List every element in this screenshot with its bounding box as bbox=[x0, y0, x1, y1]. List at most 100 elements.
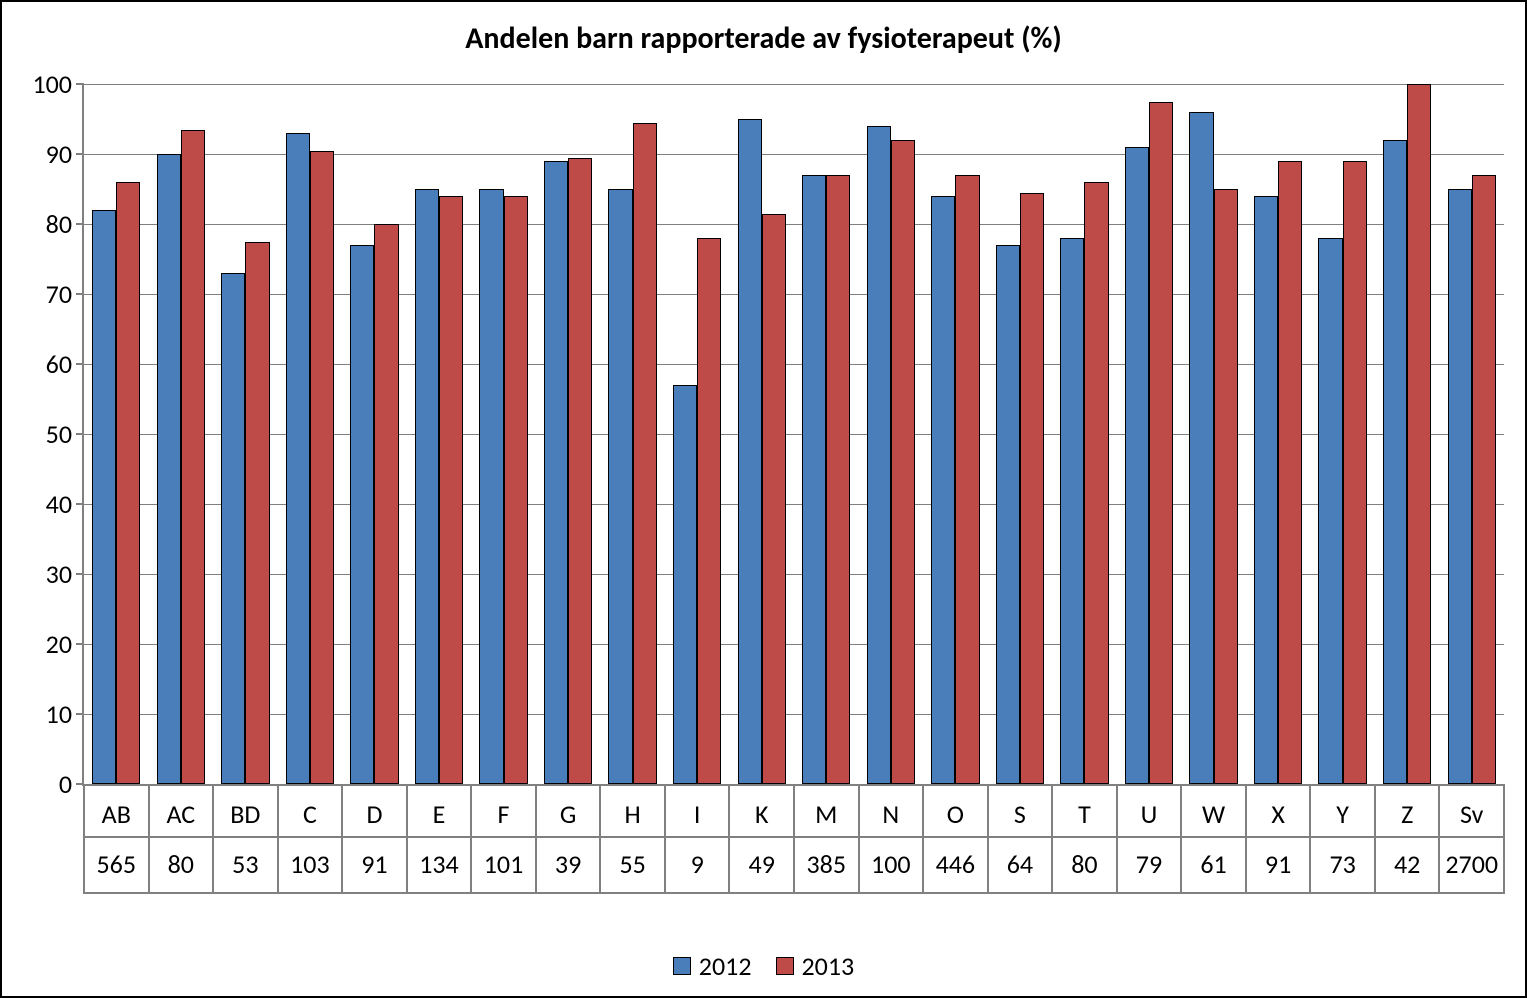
x-count-label: 91 bbox=[342, 848, 407, 880]
bar bbox=[157, 154, 181, 784]
legend: 20122013 bbox=[2, 950, 1525, 982]
x-category-label: BD bbox=[213, 798, 278, 830]
x-category-label: T bbox=[1052, 798, 1117, 830]
ytick-mark bbox=[76, 293, 84, 295]
bar bbox=[1060, 238, 1084, 784]
x-category-label: O bbox=[923, 798, 988, 830]
x-count-label: 61 bbox=[1181, 848, 1246, 880]
bar bbox=[1189, 112, 1213, 784]
bar bbox=[1254, 196, 1278, 784]
x-category-label: E bbox=[407, 798, 472, 830]
x-count-label: 2700 bbox=[1439, 848, 1504, 880]
x-group-separator bbox=[1116, 784, 1118, 894]
x-count-label: 101 bbox=[471, 848, 536, 880]
x-category-label: G bbox=[536, 798, 601, 830]
bar bbox=[1472, 175, 1496, 784]
x-count-label: 446 bbox=[923, 848, 988, 880]
x-category-label: Z bbox=[1375, 798, 1440, 830]
x-category-label: H bbox=[600, 798, 665, 830]
ytick-mark bbox=[76, 643, 84, 645]
x-count-label: 39 bbox=[536, 848, 601, 880]
legend-swatch bbox=[673, 957, 691, 975]
x-category-label: K bbox=[729, 798, 794, 830]
ytick-mark bbox=[76, 83, 84, 85]
x-count-label: 91 bbox=[1246, 848, 1311, 880]
bar bbox=[374, 224, 398, 784]
ytick-mark bbox=[76, 503, 84, 505]
bar bbox=[479, 189, 503, 784]
bar bbox=[1020, 193, 1044, 785]
ytick-label: 0 bbox=[59, 768, 72, 800]
bar bbox=[1383, 140, 1407, 784]
x-group-separator bbox=[406, 784, 408, 894]
x-category-label: F bbox=[471, 798, 536, 830]
bar bbox=[310, 151, 334, 785]
bar bbox=[891, 140, 915, 784]
x-group-separator bbox=[1245, 784, 1247, 894]
bar bbox=[504, 196, 528, 784]
ytick-label: 90 bbox=[46, 138, 72, 170]
x-category-label: U bbox=[1117, 798, 1182, 830]
x-group-separator bbox=[535, 784, 537, 894]
bar bbox=[826, 175, 850, 784]
bar bbox=[633, 123, 657, 785]
ytick-label: 80 bbox=[46, 208, 72, 240]
bar bbox=[1278, 161, 1302, 784]
bar bbox=[955, 175, 979, 784]
bar bbox=[415, 189, 439, 784]
x-count-label: 80 bbox=[149, 848, 214, 880]
x-category-label: AC bbox=[149, 798, 214, 830]
bar bbox=[931, 196, 955, 784]
bar bbox=[762, 214, 786, 785]
bar bbox=[867, 126, 891, 784]
ytick-mark bbox=[76, 433, 84, 435]
bar bbox=[116, 182, 140, 784]
bar bbox=[1214, 189, 1238, 784]
x-count-label: 64 bbox=[988, 848, 1053, 880]
bar bbox=[544, 161, 568, 784]
legend-item: 2013 bbox=[776, 950, 855, 982]
ytick-mark bbox=[76, 363, 84, 365]
x-group-separator bbox=[1503, 784, 1505, 894]
x-row-separator bbox=[83, 892, 1505, 894]
x-group-separator bbox=[277, 784, 279, 894]
x-count-label: 100 bbox=[859, 848, 924, 880]
bar bbox=[286, 133, 310, 784]
bar bbox=[350, 245, 374, 784]
x-group-separator bbox=[728, 784, 730, 894]
x-count-label: 79 bbox=[1117, 848, 1182, 880]
bar bbox=[181, 130, 205, 785]
x-group-separator bbox=[212, 784, 214, 894]
plot-area: 0102030405060708090100AB565AC80BD53C103D… bbox=[82, 84, 1504, 786]
x-group-separator bbox=[470, 784, 472, 894]
bar bbox=[1084, 182, 1108, 784]
x-group-separator bbox=[1438, 784, 1440, 894]
ytick-label: 30 bbox=[46, 558, 72, 590]
x-category-label: M bbox=[794, 798, 859, 830]
x-count-label: 73 bbox=[1310, 848, 1375, 880]
bar bbox=[1448, 189, 1472, 784]
ytick-label: 50 bbox=[46, 418, 72, 450]
bar bbox=[697, 238, 721, 784]
bar bbox=[1125, 147, 1149, 784]
ytick-label: 20 bbox=[46, 628, 72, 660]
x-category-label: S bbox=[988, 798, 1053, 830]
x-group-separator bbox=[148, 784, 150, 894]
bar bbox=[439, 196, 463, 784]
ytick-label: 100 bbox=[32, 68, 72, 100]
x-group-separator bbox=[83, 784, 85, 894]
bar bbox=[245, 242, 269, 785]
gridline bbox=[84, 84, 1504, 85]
bar bbox=[1149, 102, 1173, 785]
x-count-label: 49 bbox=[729, 848, 794, 880]
x-group-separator bbox=[1051, 784, 1053, 894]
x-group-separator bbox=[858, 784, 860, 894]
x-category-label: Y bbox=[1310, 798, 1375, 830]
ytick-mark bbox=[76, 223, 84, 225]
x-group-separator bbox=[664, 784, 666, 894]
ytick-label: 10 bbox=[46, 698, 72, 730]
x-group-separator bbox=[341, 784, 343, 894]
x-group-separator bbox=[793, 784, 795, 894]
ytick-label: 40 bbox=[46, 488, 72, 520]
chart-container: Andelen barn rapporterade av fysioterape… bbox=[0, 0, 1527, 998]
